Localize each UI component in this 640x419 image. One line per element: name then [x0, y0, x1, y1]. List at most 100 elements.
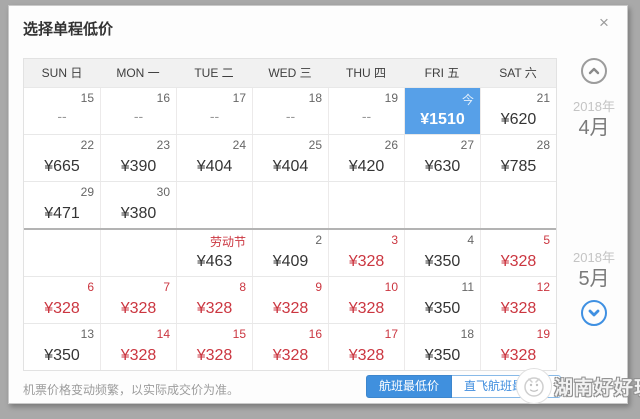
cell-date-label: 5: [543, 233, 550, 247]
lower-year-label: 2018年: [573, 250, 615, 265]
calendar-cell[interactable]: 3 ¥328: [328, 230, 404, 276]
calendar-cell[interactable]: 2 ¥409: [252, 230, 328, 276]
cell-date-label: 26: [384, 138, 398, 152]
cell-date-label: 6: [87, 280, 94, 294]
cell-date-label: 23: [156, 138, 170, 152]
dialog-title: 选择单程低价: [23, 21, 114, 38]
calendar-cell[interactable]: 16 ¥328: [252, 324, 328, 370]
cell-price-label: ¥328: [348, 347, 385, 364]
cell-price-label: ¥328: [272, 347, 309, 364]
cell-price-label: ¥471: [44, 205, 80, 222]
calendar-cell[interactable]: 18 --: [252, 88, 328, 134]
day-of-week-header: WED 三: [268, 66, 312, 80]
calendar-cell[interactable]: 16 --: [100, 88, 176, 134]
calendar-cell-today[interactable]: 今 ¥1510: [404, 88, 480, 134]
calendar-cell-empty: [24, 230, 100, 276]
day-of-week-header: SAT 六: [499, 66, 537, 80]
calendar-cell[interactable]: 19 --: [328, 88, 404, 134]
calendar-cell[interactable]: 29 ¥471: [24, 182, 100, 228]
cell-date-label: 29: [80, 185, 94, 199]
cell-date-label: 16: [156, 91, 170, 105]
cell-price-label: ¥350: [424, 253, 461, 270]
lower-month-label: 5月: [578, 268, 610, 290]
calendar-cell[interactable]: 劳动节 ¥463: [176, 230, 252, 276]
calendar-cell[interactable]: 25 ¥404: [252, 135, 328, 181]
calendar-cell-empty: [252, 182, 328, 228]
calendar-cell[interactable]: 14 ¥328: [100, 324, 176, 370]
calendar-cell[interactable]: 17 ¥328: [328, 324, 404, 370]
cell-price-label: ¥390: [120, 158, 157, 175]
cell-date-label: 15: [232, 327, 246, 341]
cell-date-label: 8: [239, 280, 246, 294]
cell-date-label: 今: [461, 93, 474, 107]
calendar-cell-empty: [176, 182, 252, 228]
day-of-week-header: THU 四: [346, 66, 386, 80]
cell-date-label: 24: [232, 138, 246, 152]
calendar-cell[interactable]: 10 ¥328: [328, 277, 404, 323]
calendar-cell[interactable]: 17 --: [176, 88, 252, 134]
cell-price-label: --: [285, 108, 296, 124]
cell-price-label: ¥630: [424, 158, 461, 175]
cell-price-label: --: [57, 108, 67, 124]
next-month-button[interactable]: [581, 300, 607, 326]
calendar-cell[interactable]: 19 ¥328: [480, 324, 556, 370]
calendar-cell[interactable]: 27 ¥630: [404, 135, 480, 181]
calendar-cell[interactable]: 5 ¥328: [480, 230, 556, 276]
cell-date-label: 18: [460, 327, 474, 341]
chevron-down-icon: [588, 309, 600, 317]
cell-date-label: 16: [308, 327, 322, 341]
cell-date-label: 4: [467, 233, 474, 247]
upper-month-label: 4月: [578, 117, 610, 139]
calendar-grid: SUN 日 MON 一 TUE 二 WED 三 THU 四 FRI 五 SAT 六 15 -- 1…: [23, 58, 557, 371]
chevron-up-icon: [588, 67, 600, 75]
cell-price-label: ¥328: [272, 300, 309, 317]
cell-price-label: --: [133, 108, 144, 124]
calendar-cell[interactable]: 30 ¥380: [100, 182, 176, 228]
calendar-cell[interactable]: 9 ¥328: [252, 277, 328, 323]
prev-month-button[interactable]: [581, 58, 607, 84]
cell-price-label: ¥328: [44, 300, 80, 317]
cell-price-label: ¥404: [272, 158, 309, 175]
calendar-row: 劳动节 ¥463 2 ¥409 3 ¥328 4 ¥350 5 ¥328: [24, 228, 556, 276]
calendar-cell[interactable]: 15 ¥328: [176, 324, 252, 370]
calendar-cell[interactable]: 6 ¥328: [24, 277, 100, 323]
calendar-cell[interactable]: 22 ¥665: [24, 135, 100, 181]
calendar-cell-empty: [328, 182, 404, 228]
cell-price-label: ¥620: [500, 111, 537, 128]
calendar-cell[interactable]: 26 ¥420: [328, 135, 404, 181]
cell-price-label: ¥380: [120, 205, 157, 222]
cell-price-label: ¥328: [196, 347, 233, 364]
calendar-cell[interactable]: 8 ¥328: [176, 277, 252, 323]
cell-date-label: 3: [391, 233, 398, 247]
calendar-cell[interactable]: 11 ¥350: [404, 277, 480, 323]
cell-date-label: 25: [308, 138, 322, 152]
calendar-cell[interactable]: 7 ¥328: [100, 277, 176, 323]
watermark-text: 湖南好好玩: [554, 377, 640, 399]
cell-date-label: 17: [384, 327, 398, 341]
watermark-logo-icon: [516, 368, 552, 404]
calendar-cell-empty: [404, 182, 480, 228]
month-nav-panel: 2018年 4月 2018年 5月: [561, 58, 627, 368]
cell-date-label: 11: [461, 280, 474, 294]
calendar-cell[interactable]: 23 ¥390: [100, 135, 176, 181]
calendar-cell[interactable]: 24 ¥404: [176, 135, 252, 181]
calendar-cell[interactable]: 4 ¥350: [404, 230, 480, 276]
calendar-cell[interactable]: 15 --: [24, 88, 100, 134]
cell-price-label: ¥350: [44, 347, 80, 364]
calendar-cell[interactable]: 28 ¥785: [480, 135, 556, 181]
calendar-cell[interactable]: 12 ¥328: [480, 277, 556, 323]
calendar-cell[interactable]: 13 ¥350: [24, 324, 100, 370]
calendar-row: 29 ¥471 30 ¥380: [24, 181, 556, 228]
calendar-cell[interactable]: 21 ¥620: [480, 88, 556, 134]
lowest-price-tab[interactable]: 航班最低价: [366, 375, 453, 398]
cell-price-label: ¥785: [500, 158, 537, 175]
cell-date-label: 30: [156, 185, 170, 199]
calendar-cell[interactable]: 18 ¥350: [404, 324, 480, 370]
calendar-row: 22 ¥665 23 ¥390 24 ¥404 25 ¥404 26 ¥420 27 ¥630 28 ¥7…: [24, 134, 556, 181]
calendar-row: 15 -- 16 -- 17 -- 18 -- 19 -- 今 ¥1510 21 ¥620: [24, 87, 556, 134]
calendar-row: 6 ¥328 7 ¥328 8 ¥328 9 ¥328 10 ¥328 11 ¥350 12 ¥328: [24, 276, 556, 323]
close-icon[interactable]: ×: [599, 13, 609, 32]
cell-date-label: 27: [460, 138, 474, 152]
